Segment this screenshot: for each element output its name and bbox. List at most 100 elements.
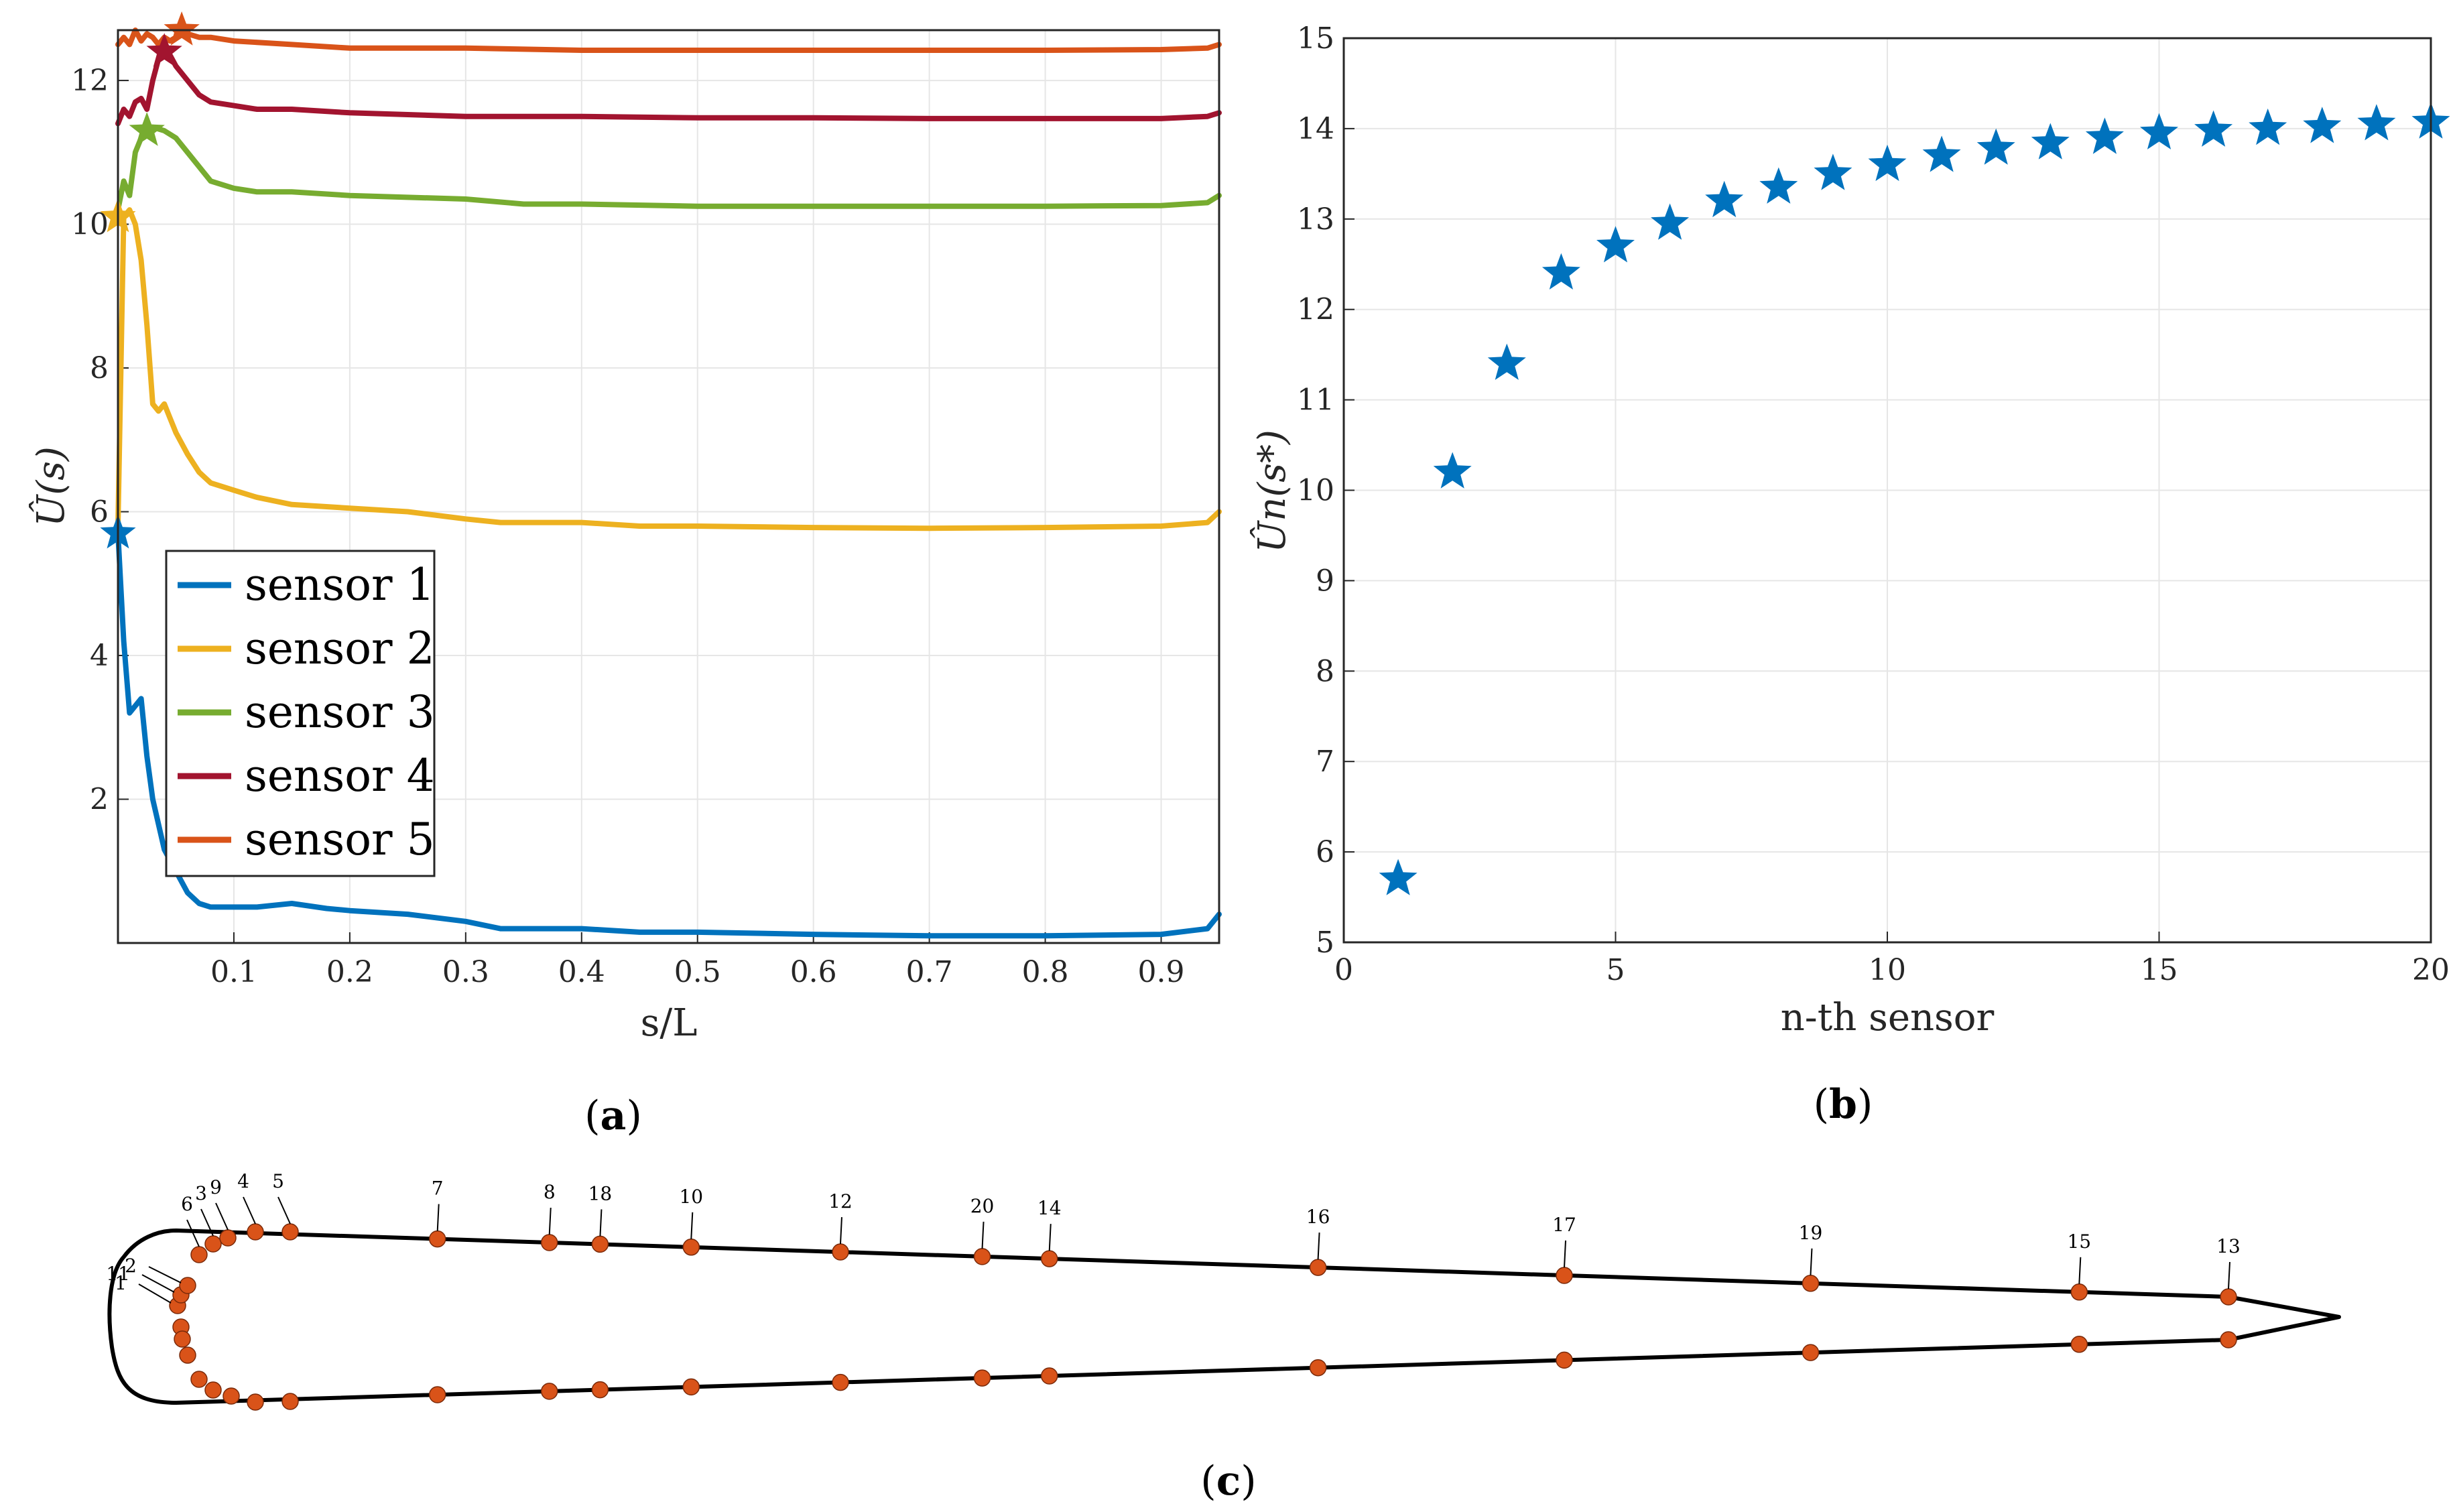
sensor-leader-11: [141, 1274, 175, 1293]
panel-b-y-tick-label: 5: [1316, 926, 1334, 960]
sensor-point-7: [428, 1230, 446, 1248]
sensor-point-8: [540, 1234, 558, 1251]
sensor-label-11: 11: [106, 1263, 130, 1285]
bottom-sensor-point: [540, 1383, 558, 1400]
bottom-surface-sensors: [172, 1318, 2237, 1411]
sensor-label-16: 16: [1306, 1206, 1330, 1228]
sensor-leader-2: [148, 1266, 182, 1283]
panel-a-y-tick-label: 8: [90, 351, 109, 385]
panel-b-x-tick-label: 20: [2412, 953, 2450, 987]
panel-b-x-axis-label: n-th sensor: [1781, 996, 1995, 1040]
panel-b-label: (b): [1814, 1081, 1873, 1128]
sensor-leader-7: [436, 1204, 440, 1231]
sensor-leader-1: [138, 1283, 172, 1304]
panel-b-y-tick-label: 11: [1297, 383, 1334, 418]
panel-a-x-tick-label: 0.3: [442, 955, 489, 989]
sensor-leader-14: [1048, 1224, 1052, 1251]
bottom-sensor-point: [973, 1369, 991, 1387]
sensor-point-13: [2220, 1288, 2237, 1306]
panel-a-y-tick-label: 6: [90, 495, 109, 529]
sensor-point-16: [1309, 1259, 1327, 1276]
sensor-leader-20: [981, 1221, 985, 1249]
panel-b-x-tick-label: 5: [1606, 953, 1625, 987]
panel-a-y-tick-label: 4: [90, 639, 109, 673]
sensor-label-14: 14: [1037, 1197, 1062, 1219]
scatter-star-point-17: [2249, 108, 2287, 145]
bottom-sensor-point: [174, 1330, 191, 1348]
panel-b-x-tick-label: 0: [1334, 953, 1353, 987]
sensor-label-3: 3: [195, 1182, 207, 1204]
sensor-point-18: [591, 1235, 609, 1253]
sensor-label-6: 6: [181, 1193, 193, 1215]
sensor-leader-16: [1317, 1233, 1320, 1260]
panel-b-y-tick-label: 6: [1316, 835, 1334, 869]
bottom-sensor-point: [832, 1373, 849, 1391]
peak-star-sensor-3: [129, 112, 165, 146]
panel-b-y-tick-label: 12: [1297, 293, 1334, 327]
sensor-point-14: [1040, 1250, 1058, 1267]
panel-a-y-tick-label: 10: [71, 208, 109, 242]
panel-b-y-tick-label: 8: [1316, 654, 1334, 688]
panel-a-series: [115, 27, 1222, 939]
sensor-point-6: [190, 1246, 208, 1263]
scatter-star-point-6: [1651, 203, 1690, 240]
sensor-label-5: 5: [272, 1170, 284, 1192]
sensor-point-12: [832, 1243, 849, 1261]
panel-b-y-tick-label: 13: [1297, 202, 1334, 237]
panel-b-y-tick-labels: 5 6 7 8 9 10 11 12 13 14 15: [1297, 21, 1334, 960]
panel-a-x-tick-label: 0.5: [674, 955, 721, 989]
bottom-sensor-point: [1556, 1351, 1573, 1369]
sensor-label-9: 9: [210, 1176, 222, 1198]
sensor-leader-12: [839, 1216, 842, 1245]
sensor-label-12: 12: [828, 1190, 853, 1212]
panel-b-axes-box: [1342, 37, 2432, 944]
scatter-star-point-2: [1433, 452, 1472, 489]
sensor-leader-5: [277, 1196, 291, 1224]
scatter-star-point-18: [2303, 107, 2342, 143]
sensor-label-10: 10: [679, 1186, 703, 1208]
bottom-sensor-point: [1802, 1344, 1820, 1361]
legend-label-sensor-2: sensor 2: [245, 623, 435, 674]
sensor-label-13: 13: [2216, 1235, 2241, 1257]
sensor-point-5: [281, 1223, 299, 1241]
scatter-star-point-15: [2140, 113, 2178, 149]
sensor-point-20: [973, 1248, 991, 1265]
scatter-star-point-7: [1705, 180, 1744, 218]
panel-a-x-tick-label: 0.7: [906, 955, 953, 989]
series-line-sensor-2: [115, 207, 1222, 531]
scatter-star-point-10: [1868, 144, 1907, 182]
sensor-label-20: 20: [970, 1195, 995, 1217]
panel-b-y-axis-label: Ûn(s*): [1249, 430, 1294, 553]
sensor-point-3: [204, 1235, 222, 1253]
bottom-sensor-point: [682, 1378, 700, 1396]
sensor-label-19: 19: [1799, 1222, 1823, 1244]
panel-a-x-tick-label: 0.6: [790, 955, 837, 989]
sensor-point-9: [219, 1229, 237, 1247]
scatter-star-point-3: [1487, 343, 1526, 380]
legend-label-sensor-5: sensor 5: [245, 814, 435, 865]
sensor-leader-10: [690, 1212, 694, 1239]
series-line-sensor-1: [115, 530, 1222, 939]
legend: sensor 1 sensor 2 sensor 3 sensor 4 sensor 5: [165, 550, 436, 877]
bottom-sensor-point: [2220, 1331, 2237, 1348]
panel-a-y-tick-label: 2: [90, 783, 109, 817]
panel-a-y-tick-label: 12: [71, 64, 109, 98]
bottom-sensor-point: [247, 1393, 264, 1411]
panel-a-x-tick-label: 0.2: [326, 955, 373, 989]
sensor-leader-9: [215, 1202, 229, 1231]
bottom-sensor-point: [2070, 1336, 2088, 1353]
sensor-label-18: 18: [588, 1182, 613, 1204]
sensor-point-2: [179, 1277, 196, 1294]
sensor-label-17: 17: [1552, 1214, 1576, 1236]
sensor-leader-17: [1564, 1240, 1567, 1268]
panel-a-x-tick-label: 0.4: [558, 955, 605, 989]
scatter-star-point-13: [2031, 123, 2070, 160]
bottom-sensor-point: [179, 1346, 196, 1364]
sensor-leader-4: [243, 1196, 256, 1224]
panel-b-y-tick-label: 15: [1297, 21, 1334, 56]
peak-star-sensor-5: [164, 11, 200, 46]
scatter-star-point-9: [1814, 153, 1852, 190]
